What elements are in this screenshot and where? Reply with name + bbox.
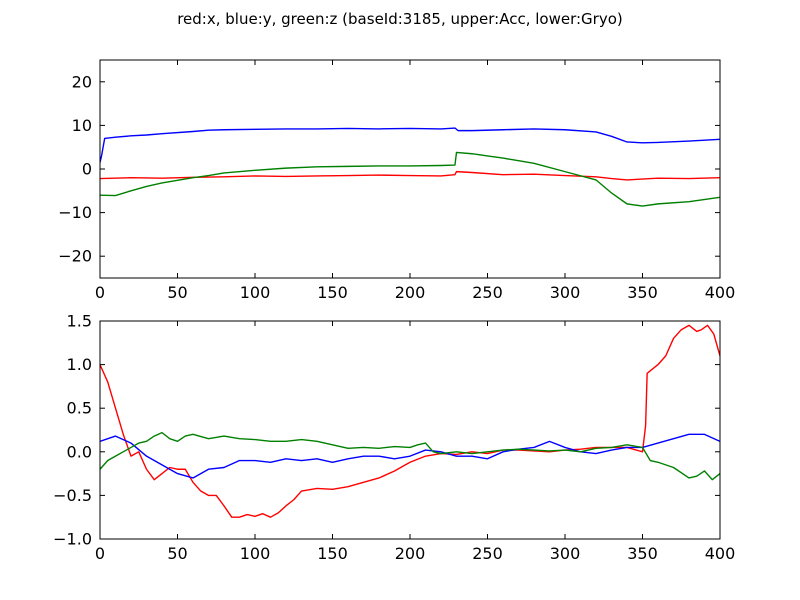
lower-axes: 0 50 100 150 200 250 300 350 400 −1.0 −0.5 0.0 0.5 1.… — [53, 312, 735, 564]
upper-ytick-label: 0 — [82, 160, 92, 179]
upper-xtick-label: 50 — [167, 283, 187, 302]
upper-xtick-label: 300 — [550, 283, 581, 302]
lower-xtick-label: 250 — [472, 544, 503, 563]
lower-xtick-label: 300 — [550, 544, 581, 563]
upper-xtick-label: 200 — [395, 283, 426, 302]
lower-xtick-label: 50 — [167, 544, 187, 563]
upper-xtick-label: 400 — [705, 283, 736, 302]
upper-xtick-label: 0 — [95, 283, 105, 302]
lower-ytick-label: 0.0 — [67, 442, 92, 461]
upper-plot-frame — [99, 59, 721, 279]
upper-axes: 0 50 100 150 200 250 300 350 400 −20 −10 0 10 20 — [58, 59, 736, 302]
upper-xtick-label: 150 — [317, 283, 348, 302]
lower-series-1 — [100, 433, 720, 479]
upper-xtick-label: 350 — [627, 283, 658, 302]
lower-xtick-label: 0 — [95, 544, 105, 563]
lower-plot-frame — [99, 320, 721, 540]
upper-ytick-label: 20 — [72, 72, 92, 91]
upper-ytick-label: 10 — [72, 116, 92, 135]
upper-series-2 — [100, 151, 720, 207]
upper-xtick-label: 250 — [472, 283, 503, 302]
lower-xtick-label: 100 — [240, 544, 271, 563]
figure-title: red:x, blue:y, green:z (baseId:3185, upp… — [177, 10, 623, 28]
upper-xtick-label: 100 — [240, 283, 271, 302]
lower-xtick-label: 200 — [395, 544, 426, 563]
lower-ytick-label: 0.5 — [67, 399, 92, 418]
upper-ytick-label: −10 — [58, 203, 92, 222]
lower-series-0 — [100, 324, 720, 518]
lower-ytick-label: 1.0 — [67, 355, 92, 374]
lower-xtick-label: 150 — [317, 544, 348, 563]
lower-xtick-label: 350 — [627, 544, 658, 563]
lower-xtick-label: 400 — [705, 544, 736, 563]
lower-series-2 — [100, 431, 720, 481]
upper-series-0 — [100, 170, 720, 181]
lower-ytick-label: −1.0 — [53, 530, 92, 549]
lower-ytick-label: 1.5 — [67, 312, 92, 331]
lower-ytick-label: −0.5 — [53, 486, 92, 505]
upper-series-1 — [100, 127, 720, 163]
upper-ytick-label: −20 — [58, 247, 92, 266]
